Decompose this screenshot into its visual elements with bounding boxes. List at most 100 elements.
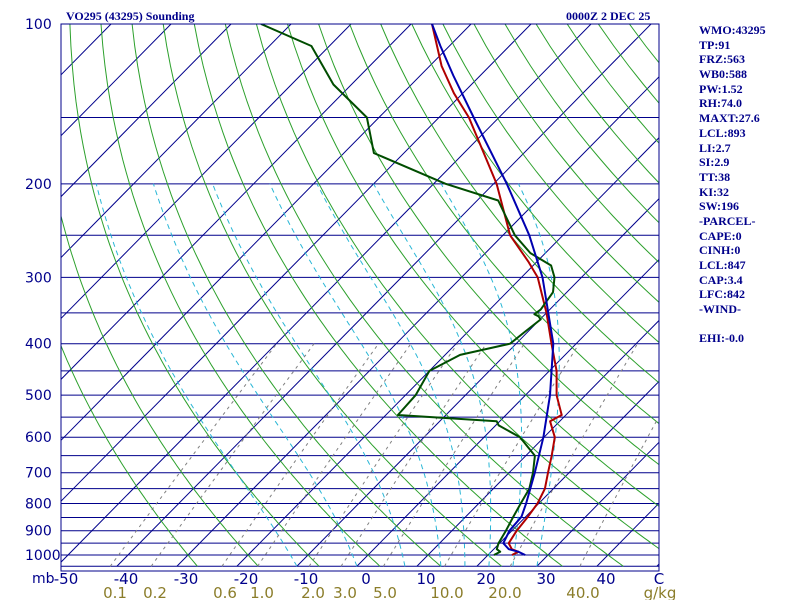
pressure-tick-800: 800 bbox=[25, 497, 52, 513]
plot-frame bbox=[60, 23, 660, 572]
mixing-ratio-tick-8: 20.0 bbox=[488, 584, 521, 600]
dry-adiabat-30 bbox=[193, 24, 563, 567]
isotherm-30 bbox=[536, 441, 659, 567]
pressure-unit-label: mb bbox=[32, 571, 55, 587]
isotherm-20 bbox=[476, 380, 659, 567]
index-item: LCL:893 bbox=[699, 125, 746, 140]
index-item: CINH:0 bbox=[699, 243, 741, 258]
mixing-ratio-tick-0: 0.1 bbox=[103, 584, 127, 600]
dry-adiabat-80 bbox=[349, 24, 659, 425]
moist-adiabat-0 bbox=[95, 183, 298, 567]
index-item: EHI:-0.0 bbox=[699, 331, 744, 346]
index-item: RH:74.0 bbox=[699, 96, 742, 111]
temperature-tick-1: -40 bbox=[114, 570, 139, 588]
moist-adiabat-4 bbox=[316, 183, 466, 567]
mixing-ratio-tick-6: 5.0 bbox=[373, 584, 397, 600]
temperature-trace bbox=[431, 24, 563, 556]
isotherm--40 bbox=[116, 24, 652, 567]
index-item: SW:196 bbox=[699, 199, 740, 214]
temperature-tick-3: -20 bbox=[234, 570, 259, 588]
mixing-ratio-line-7 bbox=[444, 343, 580, 567]
isotherm--100 bbox=[61, 24, 292, 259]
mixing-ratio-tick-2: 0.6 bbox=[213, 584, 237, 600]
index-item: KI:32 bbox=[699, 184, 729, 199]
mixing-ratio-unit-label: g/kg bbox=[644, 584, 677, 600]
dry-adiabat-70 bbox=[318, 24, 659, 466]
mixing-ratio-tick-5: 3.0 bbox=[333, 584, 357, 600]
mixing-ratio-line-9 bbox=[579, 415, 659, 567]
index-item: -WIND- bbox=[699, 302, 741, 317]
temperature-tick-4: -10 bbox=[294, 570, 319, 588]
mixing-ratio-line-5 bbox=[340, 343, 487, 567]
index-item: FRZ:563 bbox=[699, 52, 745, 67]
dry-adiabat-20 bbox=[162, 24, 502, 567]
pressure-tick-100: 100 bbox=[25, 17, 52, 33]
index-item: TT:38 bbox=[699, 169, 731, 184]
temperature-tick-7: 20 bbox=[476, 570, 495, 588]
moist-adiabat-2 bbox=[212, 183, 406, 567]
dry-adiabat--20 bbox=[61, 213, 259, 567]
background-grid bbox=[61, 24, 659, 567]
mixing-ratio-line-8 bbox=[509, 343, 638, 567]
dry-adiabat-110 bbox=[442, 24, 659, 303]
temperature-tick-5: 0 bbox=[361, 570, 371, 588]
temperature-unit-label: C bbox=[654, 570, 664, 588]
isotherm--50 bbox=[61, 24, 592, 563]
index-item: MAXT:27.6 bbox=[699, 111, 760, 126]
index-item: SI:2.9 bbox=[699, 155, 730, 170]
index-item: TP:91 bbox=[699, 37, 731, 52]
sounding-indices-panel: WMO:43295 TP:91 FRZ:563 WB0:588 PW:1.52 RH:74… bbox=[699, 23, 799, 346]
dry-adiabat-50 bbox=[255, 24, 659, 550]
isotherm-10 bbox=[416, 319, 659, 567]
index-item: LFC:842 bbox=[699, 287, 745, 302]
index-item: -PARCEL- bbox=[699, 213, 756, 228]
mixing-ratio-tick-7: 10.0 bbox=[430, 584, 463, 600]
valid-time: 0000Z 2 DEC 25 bbox=[566, 9, 650, 23]
mixing-ratio-tick-4: 2.0 bbox=[301, 584, 325, 600]
moist-adiabat-3 bbox=[269, 183, 442, 567]
dry-adiabat-90 bbox=[380, 24, 659, 384]
temperature-tick-6: 10 bbox=[416, 570, 435, 588]
mixing-ratio-line-6 bbox=[382, 343, 525, 567]
index-item: WB0:588 bbox=[699, 67, 747, 82]
pressure-tick-1000: 1000 bbox=[25, 548, 61, 564]
dry-adiabat-60 bbox=[287, 24, 659, 507]
moist-adiabat-6 bbox=[440, 183, 523, 567]
pressure-tick-300: 300 bbox=[25, 270, 52, 286]
dry-adiabat--10 bbox=[69, 24, 320, 567]
moist-adiabat-7 bbox=[517, 183, 560, 567]
dry-adiabat-120 bbox=[473, 24, 659, 264]
pressure-tick-700: 700 bbox=[25, 466, 52, 482]
mixing-ratio-line-0 bbox=[109, 343, 278, 567]
isotherm--90 bbox=[61, 24, 352, 320]
dry-adiabat-40 bbox=[224, 24, 624, 567]
mixing-ratio-tick-9: 40.0 bbox=[566, 584, 599, 600]
isotherm--70 bbox=[61, 24, 472, 441]
index-item: LI:2.7 bbox=[699, 140, 731, 155]
pressure-tick-200: 200 bbox=[25, 177, 52, 193]
dewpoint-trace bbox=[260, 24, 556, 556]
pressure-tick-900: 900 bbox=[25, 524, 52, 540]
dry-adiabat-0 bbox=[100, 24, 381, 567]
moist-adiabat-5 bbox=[373, 183, 492, 567]
isotherm--60 bbox=[61, 24, 532, 502]
temperature-tick-2: -30 bbox=[174, 570, 199, 588]
mixing-ratio-line-1 bbox=[150, 343, 315, 567]
isotherm--20 bbox=[236, 137, 659, 567]
temperature-tick-0: -50 bbox=[54, 570, 79, 588]
pressure-tick-600: 600 bbox=[25, 430, 52, 446]
isotherm--110 bbox=[61, 24, 232, 198]
index-item: PW:1.52 bbox=[699, 81, 743, 96]
mixing-ratio-line-4 bbox=[308, 343, 458, 567]
temperature-tick-8: 30 bbox=[536, 570, 555, 588]
index-item: CAPE:0 bbox=[699, 228, 742, 243]
sounding-traces bbox=[260, 24, 563, 556]
isotherm--30 bbox=[176, 76, 659, 567]
moist-adiabat-1 bbox=[152, 183, 358, 567]
station-title: VO295 (43295) Sounding bbox=[66, 9, 194, 23]
isotherm--120 bbox=[61, 24, 172, 137]
dry-adiabat-100 bbox=[411, 24, 659, 344]
isotherm-0 bbox=[356, 258, 659, 567]
temperature-tick-9: 40 bbox=[596, 570, 615, 588]
